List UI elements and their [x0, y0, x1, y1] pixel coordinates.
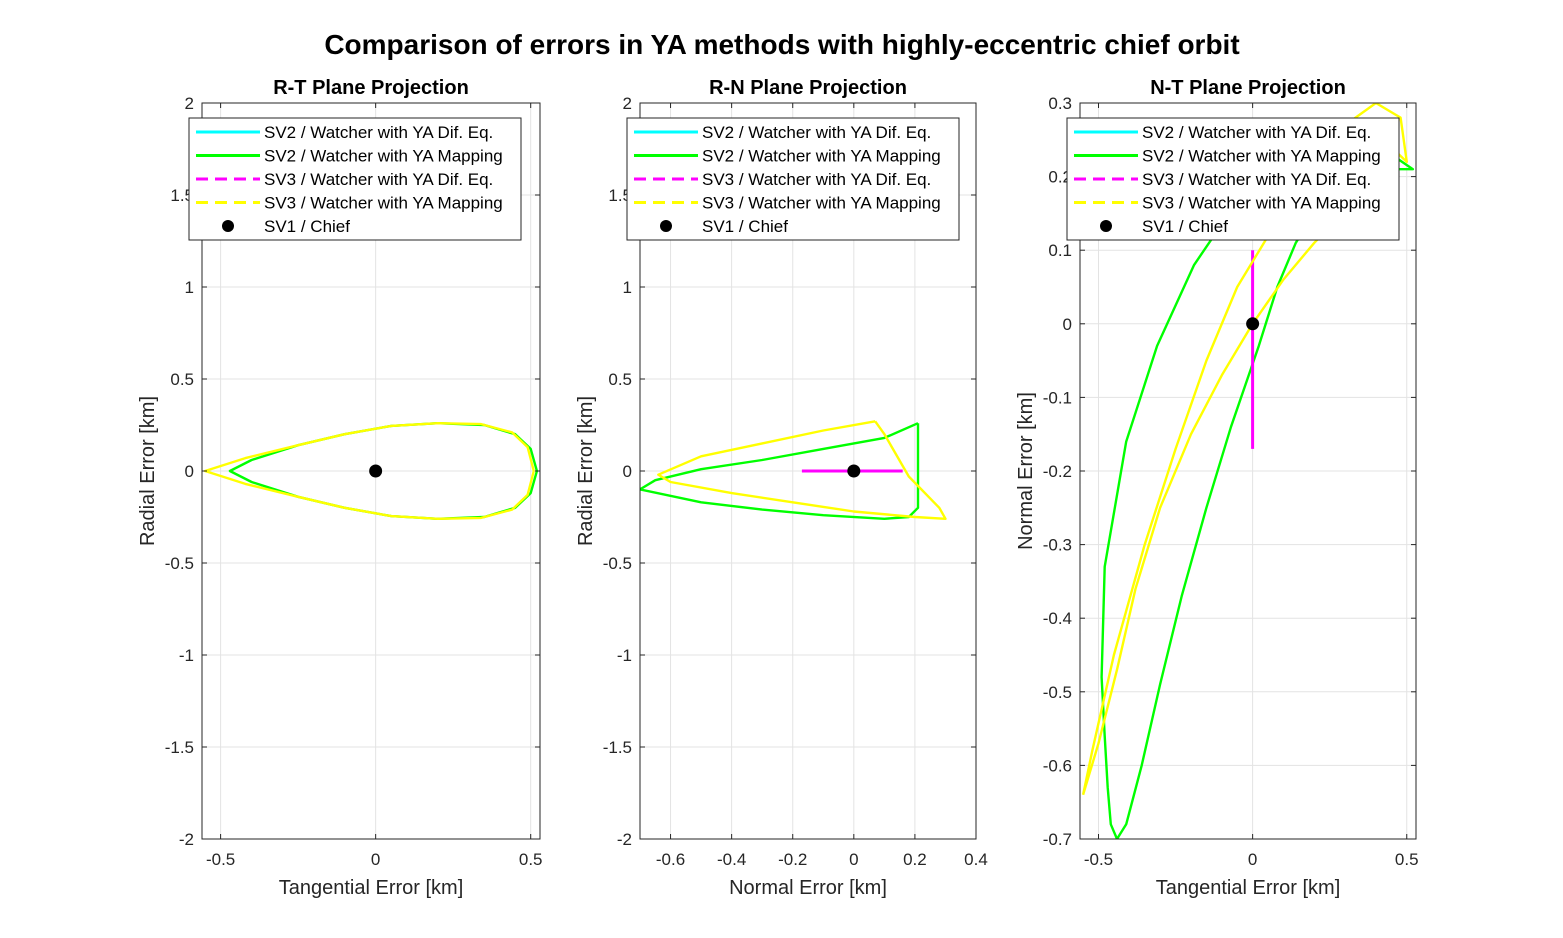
y-tick-label: -0.5 — [165, 554, 194, 573]
legend-entry-label: SV2 / Watcher with YA Dif. Eq. — [1142, 123, 1371, 142]
x-tick-label: 0 — [371, 850, 380, 869]
legend: SV2 / Watcher with YA Dif. Eq. SV2 / Watc… — [188, 117, 522, 241]
x-tick-label: 0 — [849, 850, 858, 869]
y-tick-label: -0.5 — [603, 554, 632, 573]
legend-entry-label: SV2 / Watcher with YA Mapping — [264, 147, 503, 166]
y-tick-label: 1 — [623, 278, 632, 297]
legend-entry-label: SV3 / Watcher with YA Dif. Eq. — [702, 170, 931, 189]
y-tick-label: -1 — [179, 646, 194, 665]
y-tick-label: 0.2 — [1048, 168, 1072, 187]
x-axis-label: Normal Error [km] — [729, 877, 887, 899]
y-tick-label: -0.4 — [1043, 609, 1072, 628]
legend-entry-label: SV2 / Watcher with YA Mapping — [702, 147, 941, 166]
legend-entry-label: SV3 / Watcher with YA Dif. Eq. — [1142, 170, 1371, 189]
legend-entry-label: SV1 / Chief — [264, 217, 350, 236]
x-tick-label: 0.5 — [519, 850, 543, 869]
x-tick-label: 0 — [1248, 850, 1257, 869]
y-axis-label: Radial Error [km] — [575, 396, 597, 546]
y-tick-label: -0.5 — [1043, 683, 1072, 702]
panel-title: R-N Plane Projection — [709, 77, 907, 99]
y-tick-label: -1.5 — [603, 738, 632, 757]
y-tick-label: 0 — [623, 462, 632, 481]
x-tick-label: -0.5 — [206, 850, 235, 869]
y-tick-label: 0.5 — [608, 370, 632, 389]
y-tick-label: -0.2 — [1043, 462, 1072, 481]
legend-entry-label: SV2 / Watcher with YA Dif. Eq. — [702, 123, 931, 142]
legend-marker — [222, 220, 234, 232]
y-tick-label: 1 — [185, 278, 194, 297]
y-axis-label: Normal Error [km] — [1015, 392, 1037, 550]
legend-entry-label: SV2 / Watcher with YA Dif. Eq. — [264, 123, 493, 142]
panel-title: N-T Plane Projection — [1150, 77, 1346, 99]
panel-r-n-plane-projection: -0.6 -0.4 -0.2 0 0.2 0.4 -2 -1.5 -1 -0.5 0 0.5 1 1.5 2… — [575, 77, 988, 899]
legend-entry-label: SV3 / Watcher with YA Mapping — [702, 194, 941, 213]
y-tick-label: 1.5 — [608, 186, 632, 205]
y-tick-label: 0 — [1063, 315, 1072, 334]
x-tick-label: -0.2 — [778, 850, 807, 869]
x-tick-label: -0.5 — [1084, 850, 1113, 869]
chief-marker — [369, 464, 383, 478]
legend-entry-label: SV2 / Watcher with YA Mapping — [1142, 147, 1381, 166]
series-sv3-mapping-line — [657, 420, 947, 520]
legend-entry-label: SV1 / Chief — [1142, 217, 1228, 236]
y-tick-label: -1 — [617, 646, 632, 665]
x-tick-label: 0.4 — [964, 850, 988, 869]
legend: SV2 / Watcher with YA Dif. Eq. SV2 / Watc… — [626, 117, 960, 241]
y-tick-label: 2 — [185, 94, 194, 113]
y-tick-label: 0.5 — [170, 370, 194, 389]
y-tick-label: -0.3 — [1043, 536, 1072, 555]
figure-title: Comparison of errors in YA methods with … — [324, 29, 1239, 60]
y-tick-label: -2 — [617, 830, 632, 849]
series-group — [640, 420, 947, 520]
legend-marker — [660, 220, 672, 232]
x-tick-label: 0.2 — [903, 850, 927, 869]
y-tick-label: 2 — [623, 94, 632, 113]
y-tick-label: -2 — [179, 830, 194, 849]
y-axis-label: Radial Error [km] — [137, 396, 159, 546]
legend-entry-label: SV3 / Watcher with YA Mapping — [1142, 194, 1381, 213]
x-tick-label: -0.4 — [717, 850, 746, 869]
x-tick-label: -0.6 — [656, 850, 685, 869]
legend-entry-label: SV1 / Chief — [702, 217, 788, 236]
chief-marker — [847, 464, 861, 478]
y-tick-label: -0.1 — [1043, 388, 1072, 407]
series-sv2-mapping-line — [640, 422, 920, 520]
x-axis-label: Tangential Error [km] — [1156, 877, 1341, 899]
chief-marker — [1246, 317, 1260, 331]
x-axis-label: Tangential Error [km] — [279, 877, 464, 899]
y-tick-label: -0.6 — [1043, 756, 1072, 775]
y-tick-label: 0.3 — [1048, 94, 1072, 113]
y-tick-label: 1.5 — [170, 186, 194, 205]
legend-entry-label: SV3 / Watcher with YA Mapping — [264, 194, 503, 213]
legend: SV2 / Watcher with YA Dif. Eq. SV2 / Watc… — [1066, 117, 1400, 241]
legend-entry-label: SV3 / Watcher with YA Dif. Eq. — [264, 170, 493, 189]
y-tick-label: -0.7 — [1043, 830, 1072, 849]
y-tick-label: -1.5 — [165, 738, 194, 757]
panel-r-t-plane-projection: -0.5 0 0.5 -2 -1.5 -1 -0.5 0 0.5 1 1.5 2 R-T Plane P… — [137, 77, 543, 899]
y-tick-label: 0.1 — [1048, 241, 1072, 260]
panels: -0.5 0 0.5 -2 -1.5 -1 -0.5 0 0.5 1 1.5 2 R-T Plane P… — [137, 77, 1419, 899]
panel-n-t-plane-projection: -0.5 0 0.5 -0.7 -0.6 -0.5 -0.4 -0.3 -0.2 -0.1 0 0.1… — [1015, 77, 1419, 899]
x-tick-label: 0.5 — [1395, 850, 1419, 869]
y-tick-label: 0 — [185, 462, 194, 481]
legend-marker — [1100, 220, 1112, 232]
panel-title: R-T Plane Projection — [273, 77, 469, 99]
